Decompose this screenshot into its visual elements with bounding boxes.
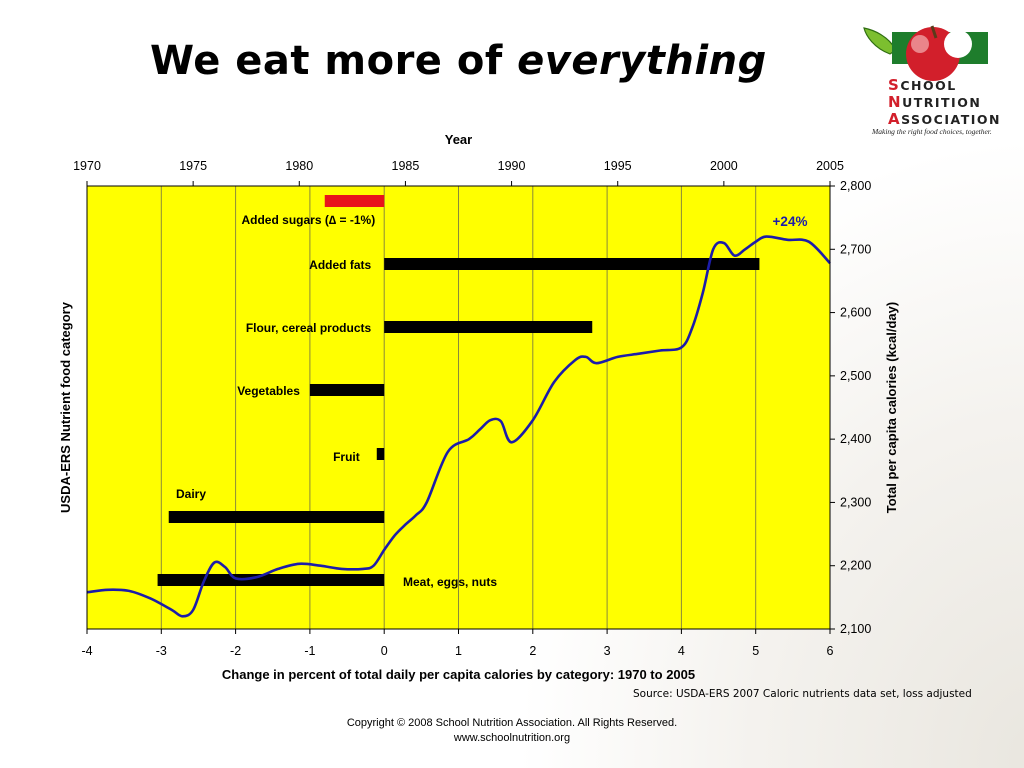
logo-tagline: Making the right food choices, together. [872,127,992,136]
top-tick-label: 1980 [285,159,313,173]
title-prefix: We eat more of [150,38,518,84]
top-tick-label: 1970 [73,159,101,173]
top-tick-label: 1975 [179,159,207,173]
line-annotation: +24% [773,214,808,229]
bar-fruit [376,448,385,460]
bottom-tick-label: -4 [81,644,92,658]
logo-line-school: SCHOOL [888,76,957,94]
bar-label: Dairy [176,487,206,501]
top-axis-title: Year [445,132,472,147]
copyright-text: Copyright © 2008 School Nutrition Associ… [346,717,678,729]
apple-logo-icon [863,25,988,81]
bar-vegetables [309,384,385,396]
logo-line-association: ASSOCIATION [888,110,1001,128]
top-tick-label: 2000 [710,159,738,173]
bar-label: Flour, cereal products [246,321,372,335]
right-tick-label: 2,500 [840,369,871,383]
right-axis-title: Total per capita calories (kcal/day) [884,302,899,513]
bottom-tick-label: 2 [529,644,536,658]
bar-label: Vegetables [237,384,300,398]
logo-line-nutrition: NUTRITION [888,93,982,111]
bottom-tick-label: 6 [827,644,834,658]
title-emphasis: everything [517,38,767,84]
bottom-tick-label: 3 [604,644,611,658]
slide-title: We eat more of everything [150,38,767,84]
bar-label: Fruit [333,450,360,464]
bottom-tick-label: 0 [381,644,388,658]
bar-flour [384,321,593,333]
bar-dairy [168,511,385,523]
right-tick-label: 2,400 [840,432,871,446]
copyright-block: Copyright © 2008 School Nutrition Associ… [0,716,1024,746]
bottom-axis-title: Change in percent of total daily per cap… [222,667,695,682]
bottom-tick-label: 4 [678,644,685,658]
bar-label: Meat, eggs, nuts [403,575,497,589]
left-axis-title: USDA-ERS Nutrient food category [58,301,73,513]
source-note: Source: USDA-ERS 2007 Caloric nutrients … [633,688,972,700]
right-tick-label: 2,700 [840,242,871,256]
bar-added [384,258,760,270]
bottom-tick-label: -3 [156,644,167,658]
top-tick-label: 1985 [392,159,420,173]
bottom-tick-label: -1 [304,644,315,658]
top-tick-label: 1990 [498,159,526,173]
right-tick-label: 2,100 [840,622,871,636]
bottom-tick-label: 5 [752,644,759,658]
top-tick-label: 1995 [604,159,632,173]
bar-label: Added sugars (∆ = -1%) [241,213,375,227]
bottom-tick-label: 1 [455,644,462,658]
logo-wordmark: SCHOOL NUTRITION ASSOCIATION [888,77,1001,128]
top-tick-label: 2005 [816,159,844,173]
calorie-line [86,235,831,618]
bottom-tick-label: -2 [230,644,241,658]
right-tick-label: 2,300 [840,495,871,509]
bar-meat [157,574,385,586]
right-tick-label: 2,200 [840,559,871,573]
right-tick-label: 2,800 [840,179,871,193]
bar-added [324,195,385,207]
bar-label: Added fats [309,258,371,272]
website-link[interactable]: www.schoolnutrition.org [453,732,571,744]
right-tick-label: 2,600 [840,306,871,320]
